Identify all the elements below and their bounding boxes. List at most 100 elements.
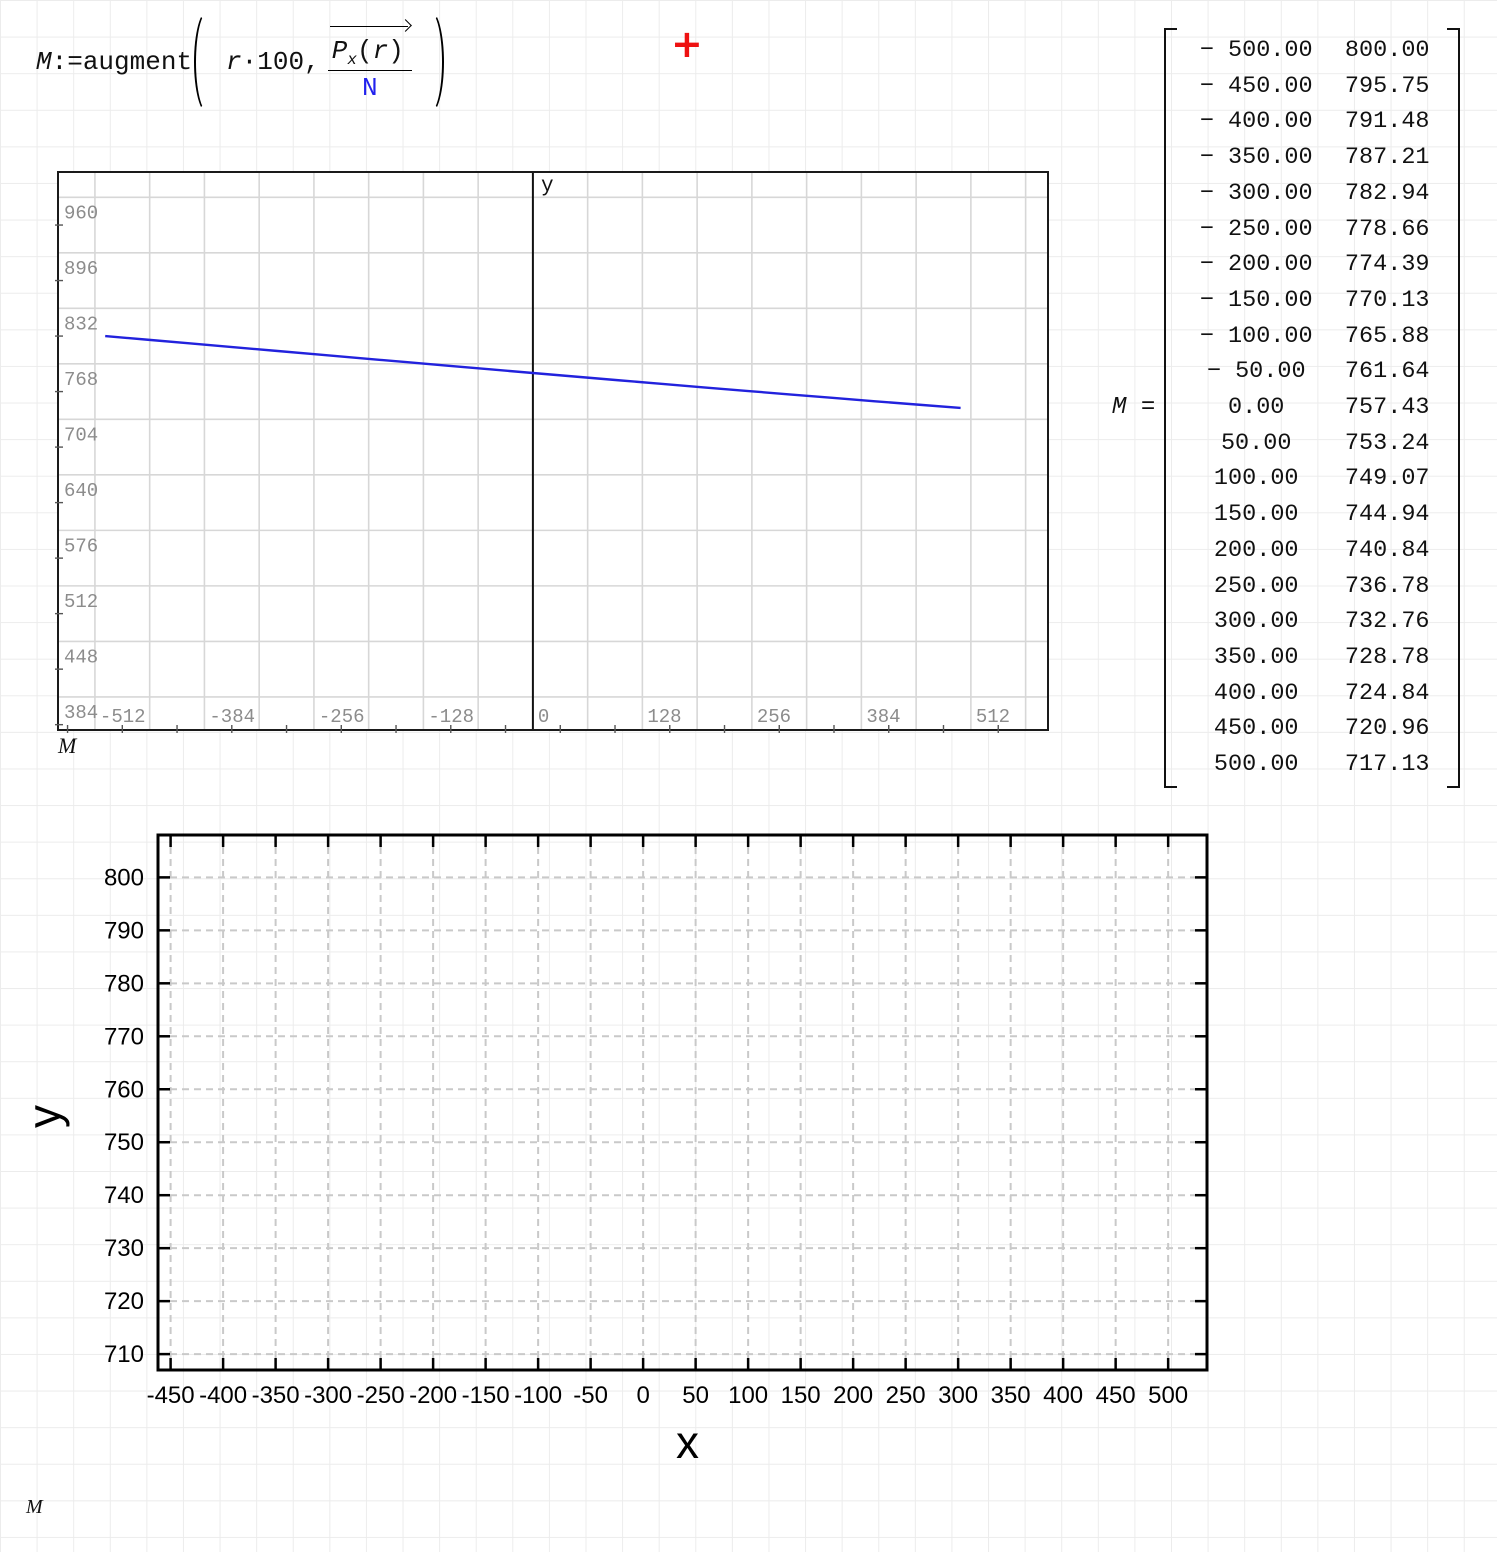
y-tick-label: 448 <box>64 646 98 668</box>
bottom-plot-canvas: -450 -400 -350 -300 -250 -200 -150 -100 -50 0 50 10… <box>18 833 1209 1468</box>
matrix-cell: 770.13 <box>1344 286 1430 314</box>
y-tick-label: 576 <box>64 535 98 557</box>
matrix-cell: 450.00 <box>1213 715 1299 743</box>
xy-plot-top[interactable]: -512 -384 -256 -128 0 128 256 384 512 960 896 832 76… <box>55 171 1049 733</box>
matrix-row: 400.00 724.84 <box>1181 676 1443 712</box>
matrix-cell: 744.94 <box>1344 501 1430 529</box>
y-tick-label: 780 <box>104 970 144 997</box>
y-tick-label: 760 <box>104 1076 144 1103</box>
matrix-cell: 0.00 <box>1228 394 1285 422</box>
matrix-cell: 795.75 <box>1344 72 1430 100</box>
matrix-cell: − 300.00 <box>1199 179 1313 207</box>
multiply-dot: · <box>241 47 258 77</box>
x-tick-label: -200 <box>409 1382 457 1409</box>
y-tick-label: 384 <box>64 702 98 724</box>
denominator-N: N <box>361 72 378 103</box>
x-tick-label: -150 <box>462 1382 510 1409</box>
x-tick-label: 500 <box>1148 1382 1188 1409</box>
x-tick-label: 128 <box>647 706 681 728</box>
x-tick-label: -300 <box>304 1382 352 1409</box>
bottom-plot-x-arg-label[interactable]: M <box>26 1496 43 1518</box>
y-tick-label: 768 <box>64 369 98 391</box>
x-tick-label: 512 <box>976 706 1010 728</box>
right-paren-icon <box>416 10 444 114</box>
formula-lhs: M <box>36 47 52 77</box>
matrix-row: 50.00 753.24 <box>1181 426 1443 462</box>
top-plot-y-axis-label: y <box>541 175 554 198</box>
matrix-cell: 717.13 <box>1344 751 1430 779</box>
matrix-cell: − 250.00 <box>1199 215 1313 243</box>
x-tick-label: -512 <box>100 706 146 728</box>
matrix-cell: − 200.00 <box>1199 251 1313 279</box>
matrix-cell: 200.00 <box>1213 536 1299 564</box>
y-tick-label: 750 <box>104 1129 144 1156</box>
x-tick-label: 100 <box>728 1382 768 1409</box>
matrix-row: − 150.00 770.13 <box>1181 283 1443 319</box>
y-tick-label: 720 <box>104 1288 144 1315</box>
x-tick-label: -256 <box>319 706 365 728</box>
y-tick-label: 640 <box>64 480 98 502</box>
matrix-cell: 778.66 <box>1344 215 1430 243</box>
y-tick-label: 512 <box>64 591 98 613</box>
x-tick-label: 400 <box>1043 1382 1083 1409</box>
matrix-cell: 749.07 <box>1344 465 1430 493</box>
trace-line <box>105 334 961 410</box>
vectorize-overbar: Px(r) <box>328 22 412 68</box>
matrix-cell: − 100.00 <box>1199 322 1313 350</box>
matrix-row: 100.00 749.07 <box>1181 461 1443 497</box>
plot-frame <box>156 833 1209 1372</box>
matrix-cell: 765.88 <box>1344 322 1430 350</box>
x-tick-label: 50 <box>682 1382 709 1409</box>
top-plot-x-arg-label[interactable]: M <box>58 733 77 758</box>
matrix-result[interactable]: M = − 500.00 800.00 − 450.00 795.75 − 400.00… <box>1112 28 1461 788</box>
matrix-definition-formula[interactable]: M := augment r · 100 , Px(r) N <box>36 10 444 114</box>
matrix-row: 250.00 736.78 <box>1181 569 1443 605</box>
matrix-cell: 782.94 <box>1344 179 1430 207</box>
formula-paren-group: r · 100 , Px(r) N <box>194 10 444 114</box>
numerator-close-paren: ) <box>388 35 404 66</box>
matrix-row: 350.00 728.78 <box>1181 640 1443 676</box>
matrix-row: − 450.00 795.75 <box>1181 69 1443 105</box>
matrix-left-bracket-icon <box>1164 28 1178 788</box>
matrix-cell: 400.00 <box>1213 679 1299 707</box>
y-tick-label: 790 <box>104 917 144 944</box>
matrix-row: − 500.00 800.00 <box>1181 33 1443 69</box>
assign-operator: := <box>51 47 83 77</box>
y-tick-label: 710 <box>104 1341 144 1368</box>
matrix-cell: 800.00 <box>1344 37 1430 64</box>
x-tick-label: 0 <box>636 1382 649 1409</box>
chart-component-bottom[interactable]: -450 -400 -350 -300 -250 -200 -150 -100 -50 0 50 10… <box>18 833 1209 1468</box>
x-tick-label: 450 <box>1096 1382 1136 1409</box>
matrix-cell: 50.00 <box>1220 429 1292 457</box>
matrix-cell: 732.76 <box>1344 608 1430 636</box>
x-tick-label: 350 <box>991 1382 1031 1409</box>
formula-factor: 100 <box>257 47 305 77</box>
x-axis-title: x <box>676 1416 699 1468</box>
matrix-cell: 150.00 <box>1213 501 1299 529</box>
matrix-cell: − 50.00 <box>1206 358 1306 386</box>
crosshair-cursor: + <box>671 22 703 66</box>
matrix-cell: 300.00 <box>1213 608 1299 636</box>
x-tick-label: 150 <box>781 1382 821 1409</box>
fraction: Px(r) N <box>327 22 412 103</box>
fraction-bar <box>327 69 412 71</box>
y-tick-label: 896 <box>64 258 98 280</box>
matrix-row: 300.00 732.76 <box>1181 604 1443 640</box>
x-tick-label: -450 <box>147 1382 195 1409</box>
matrix-row: − 400.00 791.48 <box>1181 104 1443 140</box>
x-tick-label: 384 <box>866 706 900 728</box>
matrix-cell: − 450.00 <box>1199 72 1313 100</box>
matrix-cell: 757.43 <box>1344 394 1430 422</box>
x-tick-label: -384 <box>209 706 255 728</box>
matrix-row: − 200.00 774.39 <box>1181 247 1443 283</box>
matrix-row: 150.00 744.94 <box>1181 497 1443 533</box>
matrix-right-bracket-icon <box>1447 28 1461 788</box>
x-tick-label: 256 <box>757 706 791 728</box>
x-tick-label: -250 <box>357 1382 405 1409</box>
matrix-cell: 787.21 <box>1344 144 1430 172</box>
matrix-cell: 724.84 <box>1344 679 1430 707</box>
matrix-cell: − 500.00 <box>1199 37 1313 64</box>
matrix-name-equals: M = <box>1112 394 1156 422</box>
matrix-row: 500.00 717.13 <box>1181 747 1443 783</box>
